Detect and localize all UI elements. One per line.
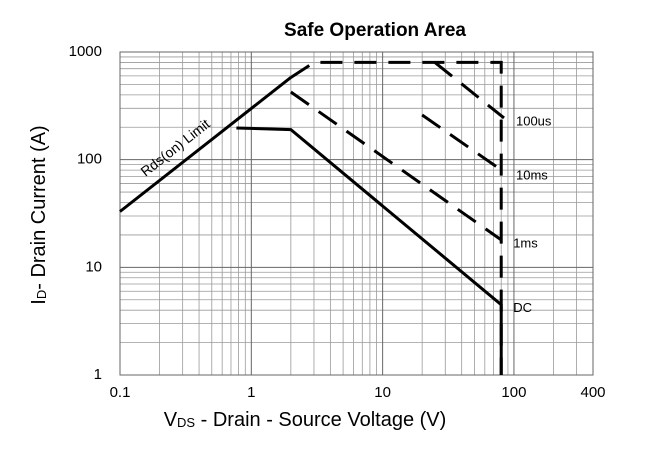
x-label-symbol: V xyxy=(164,409,178,431)
y-tick-label: 100 xyxy=(77,151,102,168)
x-axis-label: VDS - Drain - Source Voltage (V) xyxy=(164,409,447,431)
y-label-sub: D xyxy=(34,290,49,299)
series-line xyxy=(289,90,503,242)
series-line xyxy=(290,60,503,375)
line-label: 100us xyxy=(516,113,552,128)
series-line xyxy=(119,76,292,213)
y-axis-label: ID- Drain Current (A) xyxy=(28,125,50,304)
x-tick-label: 0.1 xyxy=(110,384,131,401)
y-label-symbol: I xyxy=(28,299,50,305)
series-line xyxy=(236,126,503,375)
x-tick-label: 100 xyxy=(501,384,526,401)
y-tick-label: 1000 xyxy=(69,43,102,60)
line-label: 1ms xyxy=(513,235,538,250)
x-tick-label: 400 xyxy=(580,384,605,401)
chart-title: Safe Operation Area xyxy=(284,20,466,41)
y-tick-label: 1 xyxy=(94,366,102,383)
y-label-text: - Drain Current (A) xyxy=(28,125,50,289)
x-label-text: - Drain - Source Voltage (V) xyxy=(195,409,446,431)
series-line xyxy=(421,113,505,174)
x-tick-label: 10 xyxy=(374,384,391,401)
x-tick-label: 1 xyxy=(247,384,255,401)
y-tick-label: 10 xyxy=(85,258,102,275)
plot-frame xyxy=(119,51,594,376)
x-label-sub: DS xyxy=(177,415,195,430)
line-label: DC xyxy=(513,300,532,315)
series-line xyxy=(433,61,505,120)
line-label: 10ms xyxy=(516,167,548,182)
